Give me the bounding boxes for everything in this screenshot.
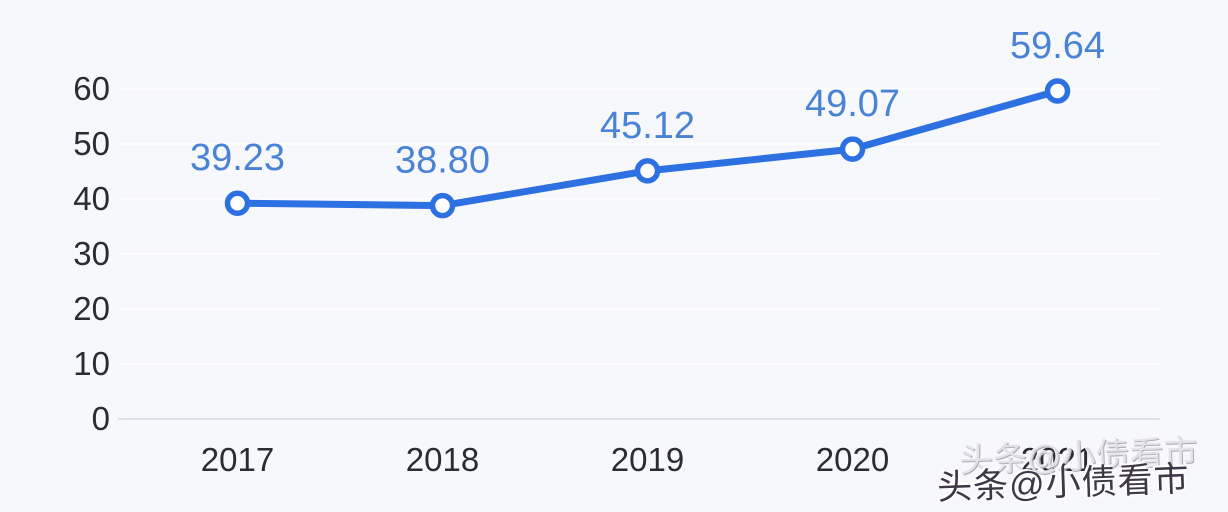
data-point-marker — [839, 136, 866, 162]
y-tick-label: 30 — [73, 235, 110, 272]
x-tick-label: 2020 — [816, 441, 889, 478]
y-tick-label: 0 — [92, 400, 110, 437]
y-tick-label: 20 — [73, 290, 110, 327]
data-label: 49.07 — [805, 83, 900, 125]
y-tick-label: 50 — [73, 125, 110, 162]
x-tick-label: 2019 — [611, 441, 684, 478]
data-point-marker — [1044, 78, 1071, 104]
y-tick-label: 40 — [73, 180, 110, 217]
data-point-marker — [429, 192, 456, 219]
data-point-marker — [634, 158, 661, 184]
x-tick-label: 2018 — [406, 441, 479, 478]
x-tick-label: 2017 — [201, 441, 274, 478]
y-tick-label: 60 — [73, 70, 110, 107]
data-label: 39.23 — [190, 137, 285, 179]
x-tick-label: 2021 — [1021, 441, 1094, 478]
y-tick-label: 10 — [73, 345, 110, 382]
data-label: 38.80 — [395, 140, 490, 182]
data-label: 59.64 — [1010, 25, 1105, 67]
data-point-marker — [224, 190, 251, 216]
data-label: 45.12 — [600, 105, 695, 147]
